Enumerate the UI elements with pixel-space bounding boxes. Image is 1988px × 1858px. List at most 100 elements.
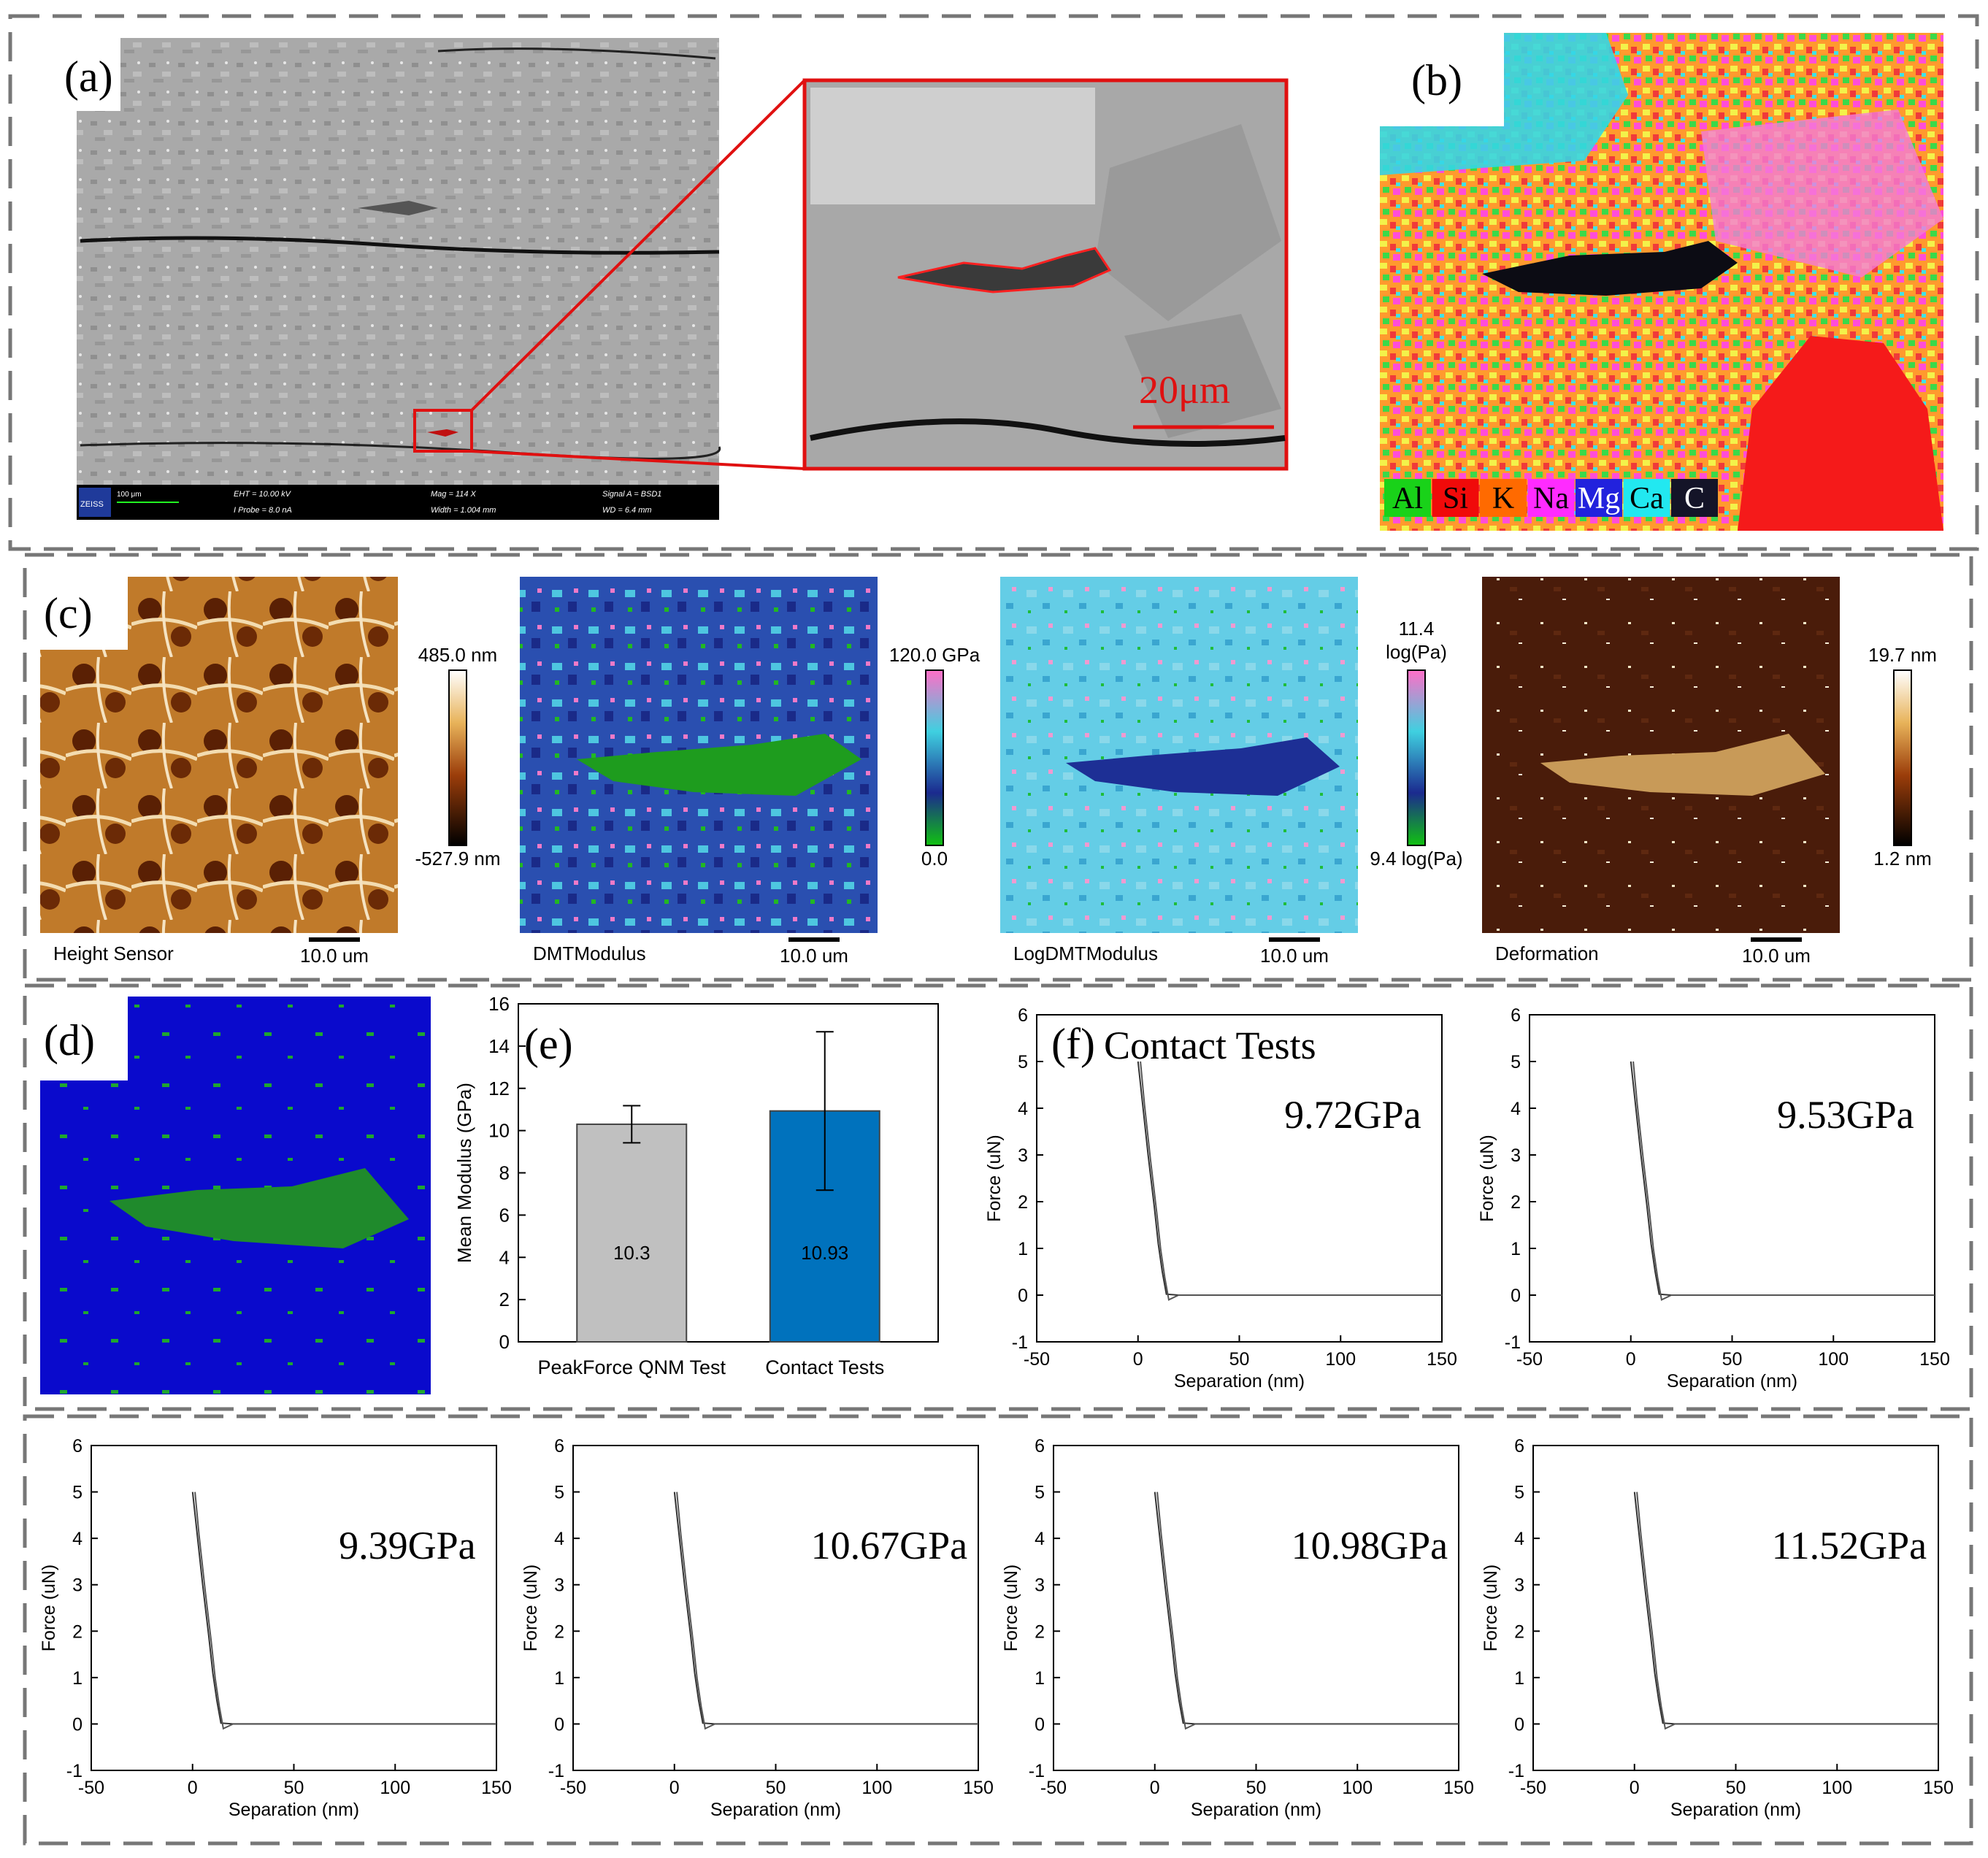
sem-wd: WD = 6.4 mm	[602, 506, 652, 515]
bar-ytick-label-0: 0	[499, 1331, 510, 1353]
colorbar-min-3: 1.2 nm	[1873, 848, 1932, 870]
bar-ytick-label-6: 12	[488, 1078, 510, 1099]
force-2-ytick-label-3: 2	[1511, 1192, 1521, 1213]
force-6-annotation: 11.52GPa	[1772, 1524, 1927, 1567]
force-1-ytick-label-3: 2	[1018, 1192, 1028, 1213]
panel-a: (a) ZEISS 100 μm EHT = 10.00 kV I Probe …	[44, 38, 1289, 520]
bar-ylabel: Mean Modulus (GPa)	[453, 1083, 475, 1263]
panel-c: (c) Height Sensor 10.0 um 485.0 nm -527.9 n…	[29, 577, 1937, 967]
inset-crack	[810, 418, 1286, 447]
zeiss-logo	[79, 488, 111, 517]
bar-chart: 0 2 4 6 8 10 12 14 16 Mean Modulus (GPa) 10.3 PeakF…	[453, 993, 939, 1378]
map-scale-label-0: 10.0 um	[300, 945, 369, 967]
force-6-xlabel: Separation (nm)	[1670, 1800, 1801, 1820]
force-5-curve-retract	[1156, 1492, 1459, 1730]
force-5-plot-area	[1053, 1445, 1459, 1771]
panel-letter-d: (d)	[44, 1016, 95, 1064]
colorbar-1	[925, 669, 944, 846]
zeiss-logo-text: ZEISS	[80, 500, 104, 509]
sem-probe: I Probe = 8.0 nA	[234, 506, 292, 515]
force-6-xtick-label-1: 0	[1630, 1778, 1640, 1798]
force-6-ytick-label-1: 0	[1514, 1714, 1524, 1735]
legend-swatch-na	[1527, 479, 1575, 517]
force-2-ytick-label-4: 3	[1511, 1145, 1521, 1166]
force-6-xtick-label-4: 150	[1923, 1778, 1954, 1798]
force-1-xtick-label-2: 50	[1229, 1349, 1250, 1370]
legend-label-al: Al	[1392, 482, 1423, 515]
force-2-xlabel: Separation (nm)	[1667, 1371, 1797, 1391]
sem-eht: EHT = 10.00 kV	[234, 490, 292, 499]
force-6-ylabel: Force (uN)	[1481, 1565, 1501, 1651]
colorbar-0	[448, 669, 467, 846]
legend-swatch-c	[1671, 479, 1718, 517]
force-3-plot-area	[91, 1445, 497, 1771]
legend-label-mg: Mg	[1578, 482, 1620, 515]
force-1-plot-area	[1036, 1014, 1443, 1343]
force-4-ytick-label-3: 2	[554, 1621, 564, 1642]
sem-width: Width = 1.004 mm	[431, 506, 496, 515]
force-5-ytick-label-3: 2	[1035, 1621, 1045, 1642]
force-6-xtick-label-3: 100	[1822, 1778, 1852, 1798]
force-6-ytick-label-4: 3	[1514, 1575, 1524, 1596]
force-6-ytick-label-2: 1	[1514, 1668, 1524, 1689]
force-1-ytick-label-0: -1	[1012, 1332, 1028, 1353]
panel-b: (b) Al Si K Na Mg Ca C	[1380, 33, 1943, 531]
bar-value-label-1: 10.93	[801, 1242, 848, 1264]
force-2-curve-retract	[1632, 1061, 1935, 1301]
force-1-xtick-label-3: 100	[1325, 1349, 1356, 1370]
eds-si-region	[1738, 336, 1943, 531]
legend-label-k: K	[1492, 482, 1514, 515]
force-2-ytick-label-2: 1	[1511, 1239, 1521, 1259]
force-4-xlabel: Separation (nm)	[710, 1800, 841, 1820]
sem-signal: Signal A = BSD1	[602, 490, 661, 499]
force-3-curve-retract	[194, 1492, 496, 1730]
pore-marker-small	[427, 429, 458, 437]
panel-letter-e: (e)	[524, 1020, 573, 1068]
force-2-ylabel: Force (uN)	[1477, 1135, 1497, 1221]
force-2-xtick-label-2: 50	[1722, 1349, 1743, 1370]
legend-swatch-si	[1432, 479, 1479, 517]
force-4-xtick-label-0: -50	[560, 1778, 586, 1798]
colorbar-3	[1893, 669, 1912, 846]
colorbar-min-2: 9.4 log(Pa)	[1370, 848, 1462, 870]
force-4-plot-area	[572, 1445, 979, 1771]
force-6-ytick-label-6: 5	[1514, 1483, 1524, 1503]
force-3-ytick-label-0: -1	[66, 1761, 82, 1781]
force-6-ytick-label-5: 4	[1514, 1529, 1524, 1549]
map-title-2: LogDMTModulus	[1013, 943, 1158, 964]
legend-swatch-al	[1384, 479, 1431, 517]
force-5-ytick-label-5: 4	[1035, 1529, 1045, 1549]
force-3-ytick-label-5: 4	[72, 1529, 82, 1549]
panel-letter-bg-c	[29, 577, 128, 650]
force-1-ytick-label-1: 0	[1018, 1286, 1028, 1306]
force-4-ytick-label-0: -1	[548, 1761, 564, 1781]
legend-swatch-k	[1480, 479, 1527, 517]
bar-ytick-label-7: 14	[488, 1035, 510, 1057]
sem-mag: Mag = 114 X	[431, 490, 477, 499]
force-3-xtick-label-0: -50	[78, 1778, 104, 1798]
force-3-ytick-label-6: 5	[72, 1483, 82, 1503]
force-3-ytick-label-4: 3	[72, 1575, 82, 1596]
dmt-pore	[577, 734, 861, 796]
force-4-xtick-label-3: 100	[861, 1778, 892, 1798]
force-5-ylabel: Force (uN)	[1001, 1565, 1021, 1651]
force-4-ytick-label-7: 6	[554, 1436, 564, 1456]
force-4-ylabel: Force (uN)	[521, 1565, 541, 1651]
bar-ytick-label-2: 4	[499, 1246, 510, 1268]
bar-ytick-label-4: 8	[499, 1162, 510, 1184]
zoom-line-bottom	[471, 450, 805, 470]
force-5-annotation: 10.98GPa	[1292, 1524, 1448, 1567]
bar-category-label-0: PeakForce QNM Test	[537, 1356, 726, 1378]
force-2-xtick-label-3: 100	[1818, 1349, 1849, 1370]
force-4-xtick-label-2: 50	[766, 1778, 786, 1798]
force-1-ytick-label-2: 1	[1018, 1239, 1028, 1259]
eds-na-region	[1701, 110, 1943, 277]
panel-letter-bg-d	[29, 997, 128, 1080]
bar-ytick-label-5: 10	[488, 1120, 510, 1142]
force-3-xtick-label-2: 50	[284, 1778, 304, 1798]
force-5-xlabel: Separation (nm)	[1191, 1800, 1321, 1820]
panel-letter-c: (c)	[44, 589, 93, 637]
map-scale-label-1: 10.0 um	[780, 945, 848, 967]
force-3-xtick-label-1: 0	[188, 1778, 198, 1798]
